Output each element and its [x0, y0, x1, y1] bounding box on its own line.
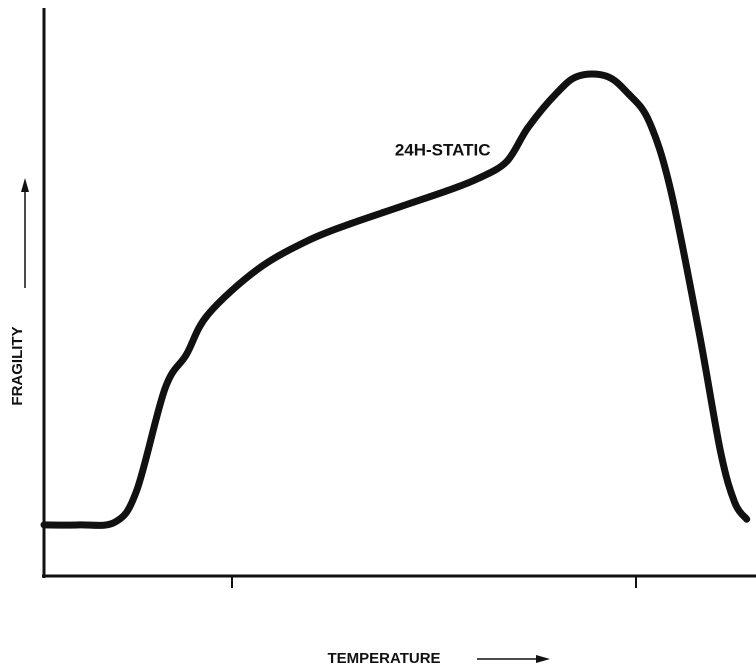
- y-axis-label-group: FRAGILITY: [9, 178, 29, 406]
- x-axis-label-group: TEMPERATURE: [327, 650, 550, 667]
- series-annotation-label: 24H-STATIC: [395, 141, 491, 160]
- y-axis-label: FRAGILITY: [9, 326, 26, 405]
- series-line-24h-static: [40, 70, 751, 529]
- x-axis-label: TEMPERATURE: [327, 650, 440, 667]
- y-axis-arrow-icon: [21, 178, 29, 192]
- x-axis-arrow-icon: [536, 655, 550, 663]
- axes: [42, 8, 756, 588]
